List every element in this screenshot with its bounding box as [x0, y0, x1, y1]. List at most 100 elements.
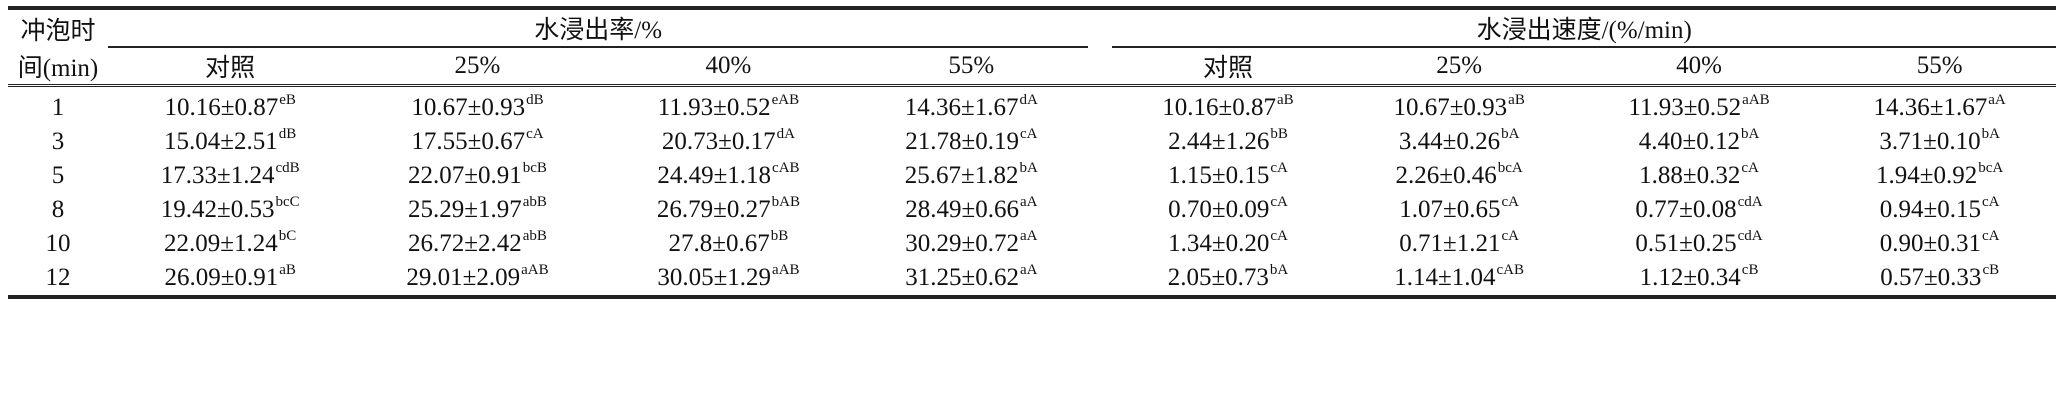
value-cell: 25.67±1.82bA: [854, 159, 1088, 193]
header-row-groups: 冲泡时 水浸出率/% 水浸出速度/(%/min): [8, 8, 2056, 48]
significance-letters: bA: [1981, 126, 2000, 142]
group-gap: [1088, 125, 1112, 159]
mean-sd-value: 14.36±1.67: [904, 94, 1019, 121]
mean-sd-value: 30.29±0.72: [905, 230, 1019, 257]
mean-sd-value: 10.67±0.93: [411, 94, 526, 121]
value-cell: 2.44±1.26bB: [1112, 125, 1343, 159]
value-cell: 17.33±1.24cdB: [108, 159, 352, 193]
column-header: 40%: [602, 47, 855, 87]
group-gap: [1088, 227, 1112, 261]
table-body: 1 10.16±0.87eB 10.67±0.93dB 11.93±0.52eAB 14…: [8, 86, 2056, 299]
time-cell: 10: [45, 230, 71, 257]
value-cell: 26.72±2.42abB: [352, 227, 602, 261]
significance-letters: dA: [1019, 92, 1038, 108]
significance-letters: cA: [526, 126, 544, 142]
value-cell: 0.94±0.15cA: [1823, 193, 2056, 227]
significance-letters: aA: [1019, 194, 1038, 210]
mean-sd-value: 3.44±0.26: [1398, 128, 1501, 155]
value-cell: 3.71±0.10bA: [1823, 125, 2056, 159]
mean-sd-value: 26.79±0.27: [656, 196, 771, 223]
significance-letters: cA: [1270, 160, 1288, 176]
value-cell: 10.16±0.87aB: [1112, 86, 1343, 126]
mean-sd-value: 21.78±0.19: [905, 128, 1019, 155]
value-cell: 30.29±0.72aA: [854, 227, 1088, 261]
value-cell: 20.73±0.17dA: [603, 125, 855, 159]
table-row: 10 22.09±1.24bC 26.72±2.42abB 27.8±0.67bB 30…: [8, 227, 2056, 261]
significance-letters: bA: [1501, 126, 1520, 142]
significance-letters: dA: [776, 126, 795, 142]
significance-letters: aB: [1277, 92, 1294, 108]
mean-sd-value: 0.51±0.25: [1635, 230, 1737, 257]
column-header: 55%: [854, 47, 1089, 87]
value-cell: 24.49±1.18cAB: [603, 159, 855, 193]
mean-sd-value: 15.04±2.51: [164, 128, 278, 155]
value-cell: 27.8±0.67bB: [603, 227, 855, 261]
mean-sd-value: 29.01±2.09: [406, 264, 521, 291]
column-header: 对照: [1112, 47, 1344, 87]
value-cell: 0.51±0.25cdA: [1575, 227, 1824, 261]
value-cell: 4.40±0.12bA: [1575, 125, 1824, 159]
significance-letters: aB: [1508, 92, 1525, 108]
value-cell: 26.79±0.27bAB: [603, 193, 855, 227]
significance-letters: bAB: [771, 194, 800, 210]
value-cell: 22.07±0.91bcB: [352, 159, 602, 193]
time-header-line1: 冲泡时: [20, 17, 96, 45]
significance-letters: aA: [1019, 228, 1038, 244]
significance-letters: aB: [279, 262, 296, 278]
significance-letters: cdB: [275, 160, 300, 176]
mean-sd-value: 0.70±0.09: [1168, 196, 1270, 223]
value-cell: 17.55±0.67cA: [352, 125, 602, 159]
significance-letters: cA: [1982, 194, 2000, 210]
mean-sd-value: 4.40±0.12: [1638, 128, 1740, 155]
value-cell: 1.12±0.34cB: [1574, 261, 1824, 299]
significance-letters: eB: [279, 92, 296, 108]
mean-sd-value: 31.25±0.62: [905, 264, 1019, 291]
column-header: 55%: [1823, 47, 2056, 87]
value-cell: 2.05±0.73bA: [1112, 261, 1344, 299]
mean-sd-value: 25.29±1.97: [408, 196, 522, 223]
value-cell: 10.67±0.93dB: [352, 86, 602, 126]
mean-sd-value: 2.05±0.73: [1167, 264, 1269, 291]
significance-letters: bA: [1269, 262, 1289, 278]
value-cell: 14.36±1.67dA: [854, 86, 1088, 126]
significance-letters: cAB: [772, 160, 800, 176]
mean-sd-value: 24.49±1.18: [657, 162, 772, 189]
value-cell: 1.14±1.04cAB: [1343, 261, 1575, 299]
data-table: 冲泡时 水浸出率/% 水浸出速度/(%/min) 间(min) 对照 25% 40%…: [8, 6, 2056, 299]
mean-sd-value: 1.94±0.92: [1876, 162, 1978, 189]
value-cell: 15.04±2.51dB: [108, 125, 352, 159]
value-cell: 31.25±0.62aA: [854, 261, 1089, 299]
time-cell: 8: [51, 196, 65, 223]
mean-sd-value: 1.34±0.20: [1168, 230, 1270, 257]
mean-sd-value: 1.12±0.34: [1639, 264, 1741, 291]
significance-letters: cdA: [1737, 228, 1763, 244]
value-cell: 30.05±1.29aAB: [602, 261, 855, 299]
mean-sd-value: 20.73±0.17: [661, 128, 776, 155]
value-cell: 0.90±0.31cA: [1823, 227, 2056, 261]
column-header: 40%: [1574, 47, 1824, 87]
significance-letters: cA: [1501, 194, 1520, 210]
significance-letters: cA: [1019, 126, 1038, 142]
value-cell: 10.16±0.87eB: [108, 86, 352, 126]
significance-letters: bcB: [522, 160, 547, 176]
mean-sd-value: 27.8±0.67: [668, 230, 770, 257]
mean-sd-value: 14.36±1.67: [1873, 94, 1988, 121]
value-cell: 1.07±0.65cA: [1344, 193, 1575, 227]
significance-letters: bcA: [1978, 160, 2004, 176]
mean-sd-value: 0.90±0.31: [1879, 230, 1982, 257]
significance-letters: bA: [1740, 126, 1760, 142]
significance-letters: cA: [1741, 160, 1759, 176]
value-cell: 0.71±1.21cA: [1344, 227, 1575, 261]
column-header: 25%: [352, 47, 603, 87]
significance-letters: bC: [278, 228, 297, 244]
value-cell: 11.93±0.52eAB: [603, 86, 855, 126]
table-row: 3 15.04±2.51dB 17.55±0.67cA 20.73±0.17dA 21.…: [8, 125, 2056, 159]
value-cell: 0.57±0.33cB: [1823, 261, 2056, 299]
group-gap: [1088, 47, 1113, 87]
group-gap: [1088, 261, 1113, 299]
table-row: 1 10.16±0.87eB 10.67±0.93dB 11.93±0.52eAB 14…: [8, 86, 2056, 126]
value-cell: 1.15±0.15cA: [1112, 159, 1343, 193]
header-row-columns: 间(min) 对照 25% 40% 55% 对照 25% 40% 55%: [8, 47, 2056, 87]
group-gap: [1088, 159, 1112, 193]
mean-sd-value: 19.42±0.53: [160, 196, 275, 223]
